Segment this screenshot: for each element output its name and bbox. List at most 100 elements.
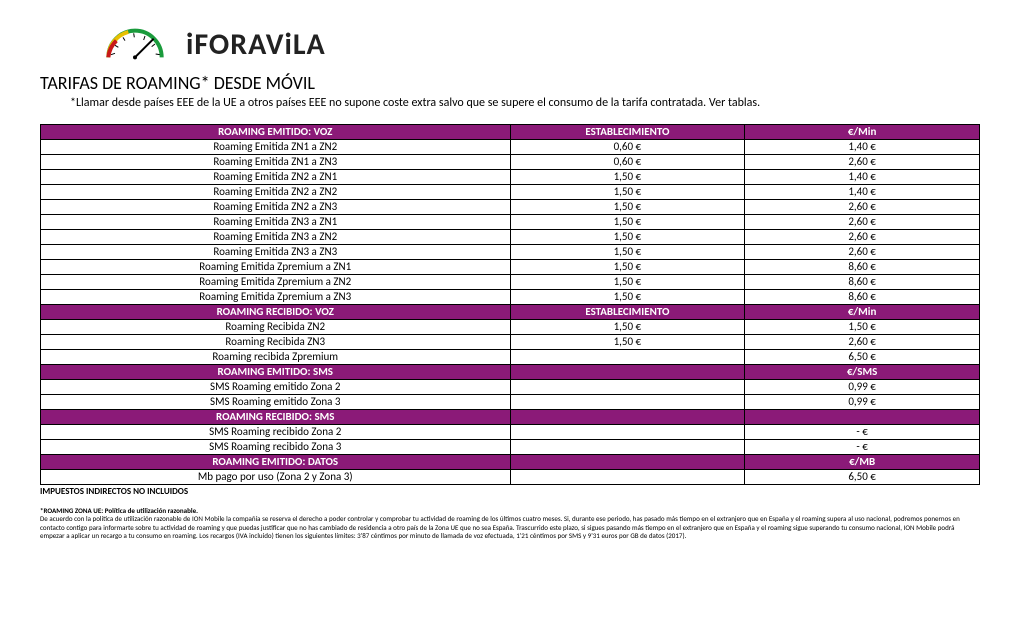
table-cell: Roaming Emitida ZN3 a ZN1 <box>41 215 511 230</box>
table-cell: 6,50 € <box>745 470 980 485</box>
header-cell: €/Min <box>745 125 980 140</box>
table-row: SMS Roaming emitido Zona 2 0,99 € <box>41 380 980 395</box>
header-cell <box>510 455 745 470</box>
table-cell: 1,40 € <box>745 140 980 155</box>
table-row: Roaming Emitida Zpremium a ZN31,50 €8,60… <box>41 290 980 305</box>
table-row: Mb pago por uso (Zona 2 y Zona 3) 6,50 € <box>41 470 980 485</box>
table-cell <box>510 380 745 395</box>
policy-body: De acuerdo con la política de utilizació… <box>40 514 960 540</box>
table-cell: SMS Roaming emitido Zona 2 <box>41 380 511 395</box>
table-cell: Roaming Recibida ZN2 <box>41 320 511 335</box>
header-cell: €/Min <box>745 305 980 320</box>
page-subtitle: *Llamar desde países EEE de la UE a otro… <box>70 96 980 110</box>
table-cell: Roaming Emitida ZN1 a ZN2 <box>41 140 511 155</box>
brand-name: iFORAViLA <box>186 26 326 63</box>
table-cell <box>510 350 745 365</box>
table-cell: Roaming Emitida ZN2 a ZN2 <box>41 185 511 200</box>
table-cell: Roaming Emitida Zpremium a ZN1 <box>41 260 511 275</box>
header-cell: €/SMS <box>745 365 980 380</box>
table-cell: SMS Roaming emitido Zona 3 <box>41 395 511 410</box>
table-cell: Roaming Recibida ZN3 <box>41 335 511 350</box>
table-row: Roaming recibida Zpremium 6,50 € <box>41 350 980 365</box>
table-cell <box>510 440 745 455</box>
table-cell: 1,50 € <box>510 260 745 275</box>
table-cell: 1,50 € <box>510 230 745 245</box>
section-header: ROAMING EMITIDO: SMS €/SMS <box>41 365 980 380</box>
table-cell <box>510 395 745 410</box>
table-cell: Roaming Emitida ZN3 a ZN2 <box>41 230 511 245</box>
table-cell: 1,40 € <box>745 170 980 185</box>
table-cell: 1,50 € <box>510 335 745 350</box>
logo-row: iFORAViLA <box>100 24 980 64</box>
table-row: SMS Roaming recibido Zona 3 - € <box>41 440 980 455</box>
section-header: ROAMING RECIBIDO: SMS <box>41 410 980 425</box>
table-cell: 0,99 € <box>745 380 980 395</box>
header-cell <box>745 410 980 425</box>
table-row: SMS Roaming emitido Zona 3 0,99 € <box>41 395 980 410</box>
table-row: Roaming Emitida ZN3 a ZN21,50 €2,60 € <box>41 230 980 245</box>
table-row: Roaming Recibida ZN31,50 €2,60 € <box>41 335 980 350</box>
table-cell: Roaming Emitida ZN2 a ZN1 <box>41 170 511 185</box>
table-cell: 8,60 € <box>745 290 980 305</box>
table-row: Roaming Emitida ZN2 a ZN11,50 €1,40 € <box>41 170 980 185</box>
header-cell: ROAMING EMITIDO: DATOS <box>41 455 511 470</box>
table-cell: 1,50 € <box>745 320 980 335</box>
table-cell: SMS Roaming recibido Zona 3 <box>41 440 511 455</box>
table-cell: 1,40 € <box>745 185 980 200</box>
header-cell: ROAMING RECIBIDO: VOZ <box>41 305 511 320</box>
table-row: Roaming Recibida ZN21,50 €1,50 € <box>41 320 980 335</box>
table-cell: 1,50 € <box>510 185 745 200</box>
table-cell: 0,60 € <box>510 140 745 155</box>
table-cell: 2,60 € <box>745 230 980 245</box>
section-header: ROAMING RECIBIDO: VOZESTABLECIMIENTO€/Mi… <box>41 305 980 320</box>
roaming-table: ROAMING EMITIDO: VOZESTABLECIMIENTO€/Min… <box>40 124 980 485</box>
table-cell: 2,60 € <box>745 200 980 215</box>
table-cell: 0,60 € <box>510 155 745 170</box>
table-cell: 1,50 € <box>510 215 745 230</box>
header-cell: ROAMING EMITIDO: SMS <box>41 365 511 380</box>
table-row: Roaming Emitida ZN2 a ZN31,50 €2,60 € <box>41 200 980 215</box>
table-cell: 1,50 € <box>510 170 745 185</box>
table-cell: 2,60 € <box>745 245 980 260</box>
table-row: Roaming Emitida ZN2 a ZN21,50 €1,40 € <box>41 185 980 200</box>
table-cell: Roaming Emitida Zpremium a ZN2 <box>41 275 511 290</box>
gauge-icon <box>100 24 170 64</box>
table-cell: 0,99 € <box>745 395 980 410</box>
table-cell: 1,50 € <box>510 275 745 290</box>
header-cell: ROAMING EMITIDO: VOZ <box>41 125 511 140</box>
table-row: Roaming Emitida ZN1 a ZN20,60 €1,40 € <box>41 140 980 155</box>
table-row: Roaming Emitida ZN3 a ZN11,50 €2,60 € <box>41 215 980 230</box>
table-cell: 8,60 € <box>745 260 980 275</box>
header-cell: €/MB <box>745 455 980 470</box>
table-cell: 1,50 € <box>510 290 745 305</box>
table-cell: Roaming Emitida ZN2 a ZN3 <box>41 200 511 215</box>
table-cell: 2,60 € <box>745 155 980 170</box>
table-cell: 1,50 € <box>510 245 745 260</box>
table-cell: Mb pago por uso (Zona 2 y Zona 3) <box>41 470 511 485</box>
table-cell: 1,50 € <box>510 320 745 335</box>
page-title: TARIFAS DE ROAMING* DESDE MÓVIL <box>40 72 980 94</box>
table-cell: 2,60 € <box>745 335 980 350</box>
table-row: Roaming Emitida Zpremium a ZN21,50 €8,60… <box>41 275 980 290</box>
table-row: Roaming Emitida ZN1 a ZN30,60 €2,60 € <box>41 155 980 170</box>
table-cell: Roaming Emitida ZN1 a ZN3 <box>41 155 511 170</box>
header-cell: ROAMING RECIBIDO: SMS <box>41 410 511 425</box>
table-cell: Roaming recibida Zpremium <box>41 350 511 365</box>
header-cell <box>510 410 745 425</box>
table-cell <box>510 425 745 440</box>
table-cell: 8,60 € <box>745 275 980 290</box>
table-cell: - € <box>745 440 980 455</box>
header-cell: ESTABLECIMIENTO <box>510 305 745 320</box>
policy-block: *ROAMING ZONA UE: Política de utilizació… <box>40 507 980 541</box>
table-cell: 2,60 € <box>745 215 980 230</box>
section-header: ROAMING EMITIDO: VOZESTABLECIMIENTO€/Min <box>41 125 980 140</box>
table-cell: Roaming Emitida ZN3 a ZN3 <box>41 245 511 260</box>
header-cell: ESTABLECIMIENTO <box>510 125 745 140</box>
table-row: SMS Roaming recibido Zona 2 - € <box>41 425 980 440</box>
table-cell: 6,50 € <box>745 350 980 365</box>
header-cell <box>510 365 745 380</box>
table-cell: - € <box>745 425 980 440</box>
table-row: Roaming Emitida ZN3 a ZN31,50 €2,60 € <box>41 245 980 260</box>
table-cell <box>510 470 745 485</box>
table-cell: SMS Roaming recibido Zona 2 <box>41 425 511 440</box>
